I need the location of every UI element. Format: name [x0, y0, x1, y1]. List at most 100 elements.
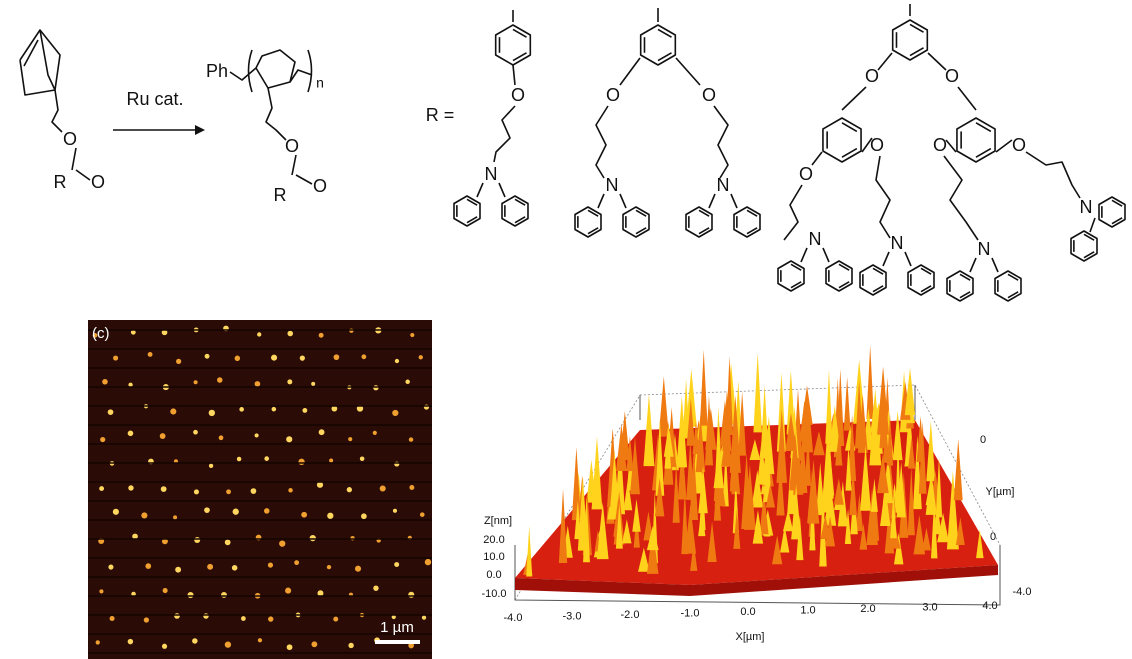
spike: [799, 400, 810, 442]
spike: [776, 459, 785, 516]
afm-dot: [418, 355, 423, 360]
afm-dot: [267, 562, 274, 568]
spike: [807, 459, 820, 524]
spike: [844, 508, 852, 545]
double-bond: [1083, 251, 1095, 259]
double-bond: [466, 198, 478, 206]
spike: [843, 376, 851, 431]
afm-dot: [318, 429, 325, 436]
y-tick-label: -4.0: [1013, 586, 1032, 598]
spike: [632, 498, 641, 532]
spike: [695, 414, 706, 473]
afm-dot: [207, 563, 214, 570]
ring: [453, 195, 481, 227]
afm-dot: [141, 512, 148, 519]
spike: [886, 414, 894, 466]
bond: [927, 52, 947, 71]
spike: [765, 483, 775, 508]
afm-dot: [373, 585, 379, 591]
bond: [841, 86, 867, 111]
scale-bar-label: 1 µm: [380, 619, 414, 636]
double-bond: [1007, 273, 1019, 281]
double-bond: [657, 52, 672, 62]
spike: [904, 368, 916, 416]
ring: [946, 270, 974, 302]
spike: [626, 436, 634, 472]
spike: [857, 394, 868, 453]
spike: [859, 523, 868, 550]
afm-dot: [326, 564, 332, 570]
ring: [494, 24, 532, 66]
afm-dot: [350, 535, 355, 541]
spike: [759, 490, 769, 535]
afm-dot: [159, 433, 166, 439]
afm-dot: [204, 353, 210, 359]
x-tick-label: -4.0: [504, 612, 523, 624]
x-tick-label: -1.0: [681, 607, 700, 619]
z-axis-label: Z[nm]: [484, 515, 512, 527]
double-bond: [1111, 217, 1123, 225]
bond: [800, 247, 808, 263]
afm-dot: [95, 640, 100, 645]
atom-label: R: [54, 172, 67, 192]
spike: [698, 507, 706, 537]
spike: [741, 453, 752, 530]
x-tick-label: 3.0: [922, 601, 937, 613]
spike: [946, 470, 959, 550]
surface-plot: Z[nm] 20.0 10.0 0.0 -10.0 -4.0 -3.0 -2.0 -1.0 0.0…: [481, 345, 1031, 643]
bond: [597, 193, 605, 209]
afm-dot: [421, 615, 427, 620]
bond: [23, 39, 39, 67]
afm-dot: [131, 591, 136, 597]
atom-label: O: [63, 129, 77, 149]
afm-dot: [175, 566, 182, 573]
atom-label: O: [702, 85, 716, 105]
afm-dot: [218, 435, 224, 441]
afm-dot: [99, 486, 105, 491]
afm-dot: [173, 515, 178, 520]
spike: [751, 470, 764, 508]
afm-dot: [204, 507, 210, 514]
double-bond: [587, 209, 599, 217]
bond: [861, 137, 873, 153]
spike: [591, 436, 603, 510]
spike: [615, 503, 623, 549]
double-bond: [790, 281, 802, 289]
afm-dot: [354, 565, 362, 572]
afm-dot: [329, 458, 334, 463]
bond: [904, 251, 912, 267]
afm-dot: [257, 332, 262, 337]
afm-dot: [128, 485, 134, 491]
afm-dot: [408, 437, 414, 442]
double-bond: [1007, 291, 1019, 299]
ring: [501, 195, 529, 227]
afm-dot: [132, 533, 138, 540]
afm-dot: [99, 589, 104, 594]
ring: [994, 270, 1022, 302]
z-tick-label: -10.0: [481, 588, 506, 600]
spike: [908, 436, 916, 469]
surface-front: [515, 565, 998, 596]
ring: [1070, 230, 1098, 262]
afm-dot: [112, 508, 119, 515]
bond: [783, 184, 803, 241]
bond: [295, 174, 313, 185]
atom-label: N: [978, 239, 991, 259]
double-bond: [512, 52, 527, 62]
afm-dot: [161, 643, 168, 649]
spike: [876, 453, 889, 494]
afm-dot: [286, 436, 293, 443]
spike: [689, 448, 699, 520]
afm-dot: [318, 332, 324, 338]
spike: [704, 395, 714, 466]
spike: [976, 529, 984, 559]
afm-background: [88, 320, 432, 659]
afm-dot: [279, 540, 286, 547]
double-bond: [512, 28, 527, 38]
double-bond: [841, 122, 858, 133]
spike: [820, 515, 831, 539]
ring: [825, 260, 853, 292]
spike: [809, 500, 816, 551]
y-tick-label: 0: [980, 434, 986, 446]
